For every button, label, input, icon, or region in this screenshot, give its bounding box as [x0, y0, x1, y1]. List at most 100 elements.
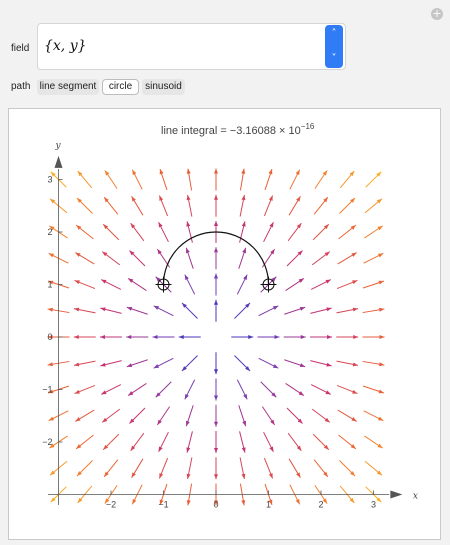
- x-axis-arrowhead: [390, 490, 403, 499]
- x-tick-label: 2: [318, 500, 323, 510]
- vector-arrow: [339, 460, 356, 477]
- vector-arrow: [186, 168, 193, 191]
- vector-arrow: [76, 197, 93, 214]
- field-stepper[interactable]: ˄ ˅: [325, 25, 343, 68]
- add-plus-icon[interactable]: +: [431, 7, 443, 20]
- vector-arrow: [336, 384, 358, 395]
- integration-path-circle: [162, 231, 270, 285]
- path-option-line-segment[interactable]: line segment: [37, 79, 99, 95]
- vector-arrow: [186, 194, 193, 217]
- vector-arrow: [336, 307, 359, 314]
- vector-arrow: [364, 198, 383, 214]
- vector-arrow: [214, 247, 218, 270]
- x-tick-label: −1: [158, 500, 168, 510]
- vector-arrow: [311, 408, 331, 423]
- vector-arrow: [158, 457, 169, 479]
- y-axis-label: y: [55, 141, 62, 151]
- field-label: field: [11, 43, 30, 54]
- vector-arrow: [158, 221, 169, 243]
- vector-arrow: [258, 357, 279, 369]
- x-tick-label: 1: [266, 500, 271, 510]
- vector-arrow: [364, 460, 383, 476]
- vector-arrow: [231, 335, 254, 339]
- vector-arrow: [338, 434, 357, 450]
- vector-arrow: [310, 335, 332, 339]
- vector-arrow: [261, 406, 276, 426]
- chevron-up-icon[interactable]: ˄: [331, 28, 337, 39]
- vector-arrow: [363, 252, 384, 264]
- vector-arrow: [285, 382, 305, 397]
- vector-arrow: [214, 431, 218, 453]
- vector-arrow: [287, 432, 302, 452]
- vector-arrow: [313, 196, 329, 215]
- field-value: {x, y}: [44, 38, 87, 54]
- vector-arrow: [131, 196, 144, 216]
- vector-arrow: [159, 168, 168, 191]
- vector-arrow: [75, 434, 94, 450]
- vector-arrow: [288, 458, 301, 478]
- vector-arrow: [363, 410, 384, 422]
- vector-arrow: [73, 335, 96, 339]
- path-option-sinusoid[interactable]: sinusoid: [142, 79, 185, 95]
- x-tick-label: 0: [213, 500, 218, 510]
- vector-arrow: [77, 170, 93, 189]
- vector-arrow: [337, 252, 357, 265]
- vector-arrow: [75, 224, 94, 240]
- x-tick-label: 3: [371, 500, 376, 510]
- vector-arrow: [312, 433, 330, 451]
- vector-arrow: [339, 197, 356, 214]
- vector-arrows: [47, 168, 385, 506]
- vector-arrow: [362, 307, 385, 314]
- vector-arrow: [153, 305, 174, 317]
- vector-arrow: [337, 409, 357, 422]
- vector-arrow: [284, 306, 306, 315]
- vector-arrow: [362, 385, 385, 394]
- vector-arrow: [338, 224, 357, 240]
- vector-arrow: [214, 273, 218, 296]
- vector-arrow: [264, 168, 273, 191]
- x-tick-label: −2: [106, 500, 116, 510]
- vector-arrow: [186, 457, 193, 480]
- vector-arrow: [131, 458, 144, 478]
- y-tick-label: 3: [47, 175, 52, 185]
- vector-arrow: [126, 359, 148, 368]
- vector-arrow: [214, 168, 218, 191]
- chevron-down-icon[interactable]: ˅: [331, 53, 337, 64]
- path-endpoint-handle: [155, 276, 172, 293]
- vector-arrow: [365, 171, 382, 188]
- vector-arrow: [186, 431, 193, 453]
- vector-arrow: [238, 247, 247, 269]
- axis-ticks: −2 −1 0 1 2 3 3 2 1 0 −1 −2: [42, 175, 376, 510]
- path-endpoint-handle: [260, 276, 277, 293]
- vector-arrow: [126, 335, 149, 339]
- vector-arrow: [74, 384, 96, 395]
- vector-arrow: [283, 335, 306, 339]
- field-input[interactable]: {x, y}: [37, 23, 346, 70]
- plot-title-exponent: −16: [301, 122, 315, 131]
- vector-arrow: [362, 280, 385, 289]
- vector-arrow: [101, 251, 121, 266]
- y-tick-label: −2: [42, 437, 52, 447]
- vector-arrow: [214, 194, 218, 217]
- vector-arrow: [310, 307, 332, 314]
- vector-arrow: [312, 223, 330, 241]
- vector-arrow: [102, 433, 120, 451]
- vector-arrow: [311, 251, 331, 266]
- vector-arrow: [75, 252, 95, 265]
- vector-arrow: [103, 196, 119, 215]
- vector-arrow: [339, 170, 355, 189]
- vector-arrow: [263, 221, 274, 243]
- y-axis-arrowhead: [54, 155, 63, 168]
- y-tick-label: 1: [47, 280, 52, 290]
- path-option-circle[interactable]: circle: [102, 79, 139, 95]
- vector-arrow: [103, 459, 119, 478]
- vector-arrow: [263, 457, 274, 479]
- vector-arrow: [102, 223, 120, 241]
- x-axis-label: x: [413, 492, 418, 502]
- vector-arrow: [263, 195, 274, 217]
- vector-arrow: [131, 169, 143, 190]
- vector-arrow: [239, 457, 246, 480]
- vector-arrow: [186, 221, 193, 243]
- vector-arrow: [364, 225, 383, 239]
- vector-arrow: [214, 404, 218, 427]
